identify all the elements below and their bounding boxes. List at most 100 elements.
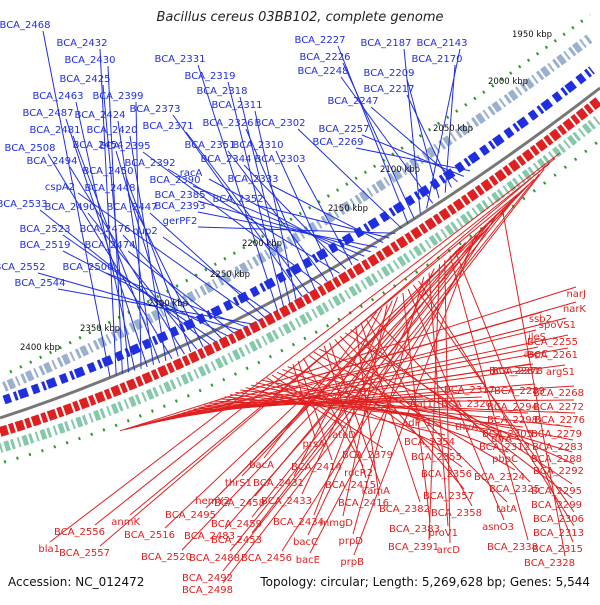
reverse-gene-label: adP_1 <box>402 418 432 429</box>
forward-gene-label: BCA_2331 <box>155 54 206 65</box>
forward-gene-leader-line <box>37 272 241 331</box>
forward-gene-label: BCA_2425 <box>60 74 111 85</box>
forward-gene-label: BCA_2209 <box>364 68 415 79</box>
forward-gene-label: BCA_2552 <box>0 262 45 273</box>
forward-gene-label: BCA_2450 <box>83 166 134 177</box>
forward-gene-leader-line <box>122 234 223 340</box>
reverse-gene-leader-line <box>428 272 449 527</box>
reverse-gene-label: dfrA <box>491 434 512 445</box>
reverse-gene-label: BCA_2283 <box>532 442 583 453</box>
forward-gene-leader-line <box>337 45 409 224</box>
forward-gene-label: BCA_2170 <box>412 54 463 65</box>
reverse-gene-leader-line <box>181 179 535 551</box>
forward-gene-label: BCA_2143 <box>417 38 468 49</box>
forward-gene-label: BCA_2481 <box>30 125 81 136</box>
reverse-gene-label: bacE <box>296 555 320 566</box>
kbp-scale-label: 2350 kbp <box>80 324 120 334</box>
kbp-scale-label: 1950 kbp <box>512 30 552 40</box>
forward-gene-leader-line <box>57 288 253 325</box>
forward-gene-label: BCA_2319 <box>185 71 236 82</box>
kbp-scale-label: 2000 kbp <box>488 77 528 87</box>
reverse-gene-label: BCA_2433 <box>261 496 312 507</box>
reverse-gene-label: arcD <box>437 545 461 556</box>
forward-gene-label: BCA_2303 <box>255 154 306 165</box>
forward-gene-label: BCA_2476 <box>80 224 131 235</box>
reverse-gene-label: prpB <box>340 557 364 568</box>
reverse-gene-label: BCA_2276 <box>534 415 585 426</box>
forward-gene-leader-line <box>270 184 384 244</box>
forward-gene-leader-line <box>370 106 458 183</box>
forward-gene-label: BCA_2226 <box>300 52 351 63</box>
forward-gene-leader-line <box>227 81 285 308</box>
forward-gene-leader-line <box>65 118 148 368</box>
forward-gene-leader-line <box>62 250 229 337</box>
kbp-scale-label: 2300 kbp <box>148 299 188 309</box>
forward-gene-leader-line <box>297 128 403 229</box>
reverse-gene-label: BCA_2415 <box>325 480 376 491</box>
forward-gene-leader-line <box>39 209 210 345</box>
map-title: Bacillus cereus 03BB102, complete genome <box>156 10 443 25</box>
forward-gene-leader-line <box>355 147 471 172</box>
forward-gene-leader-line <box>275 150 334 278</box>
forward-gene-leader-line <box>342 62 415 219</box>
forward-gene-leader-line <box>197 200 371 253</box>
forward-gene-leader-line <box>444 64 456 193</box>
forward-gene-label: BCA_2371 <box>143 121 194 132</box>
reverse-gene-label: BCA_2488 <box>189 553 240 564</box>
reverse-gene-label: tatA <box>496 504 517 515</box>
forward-gene-label: BCA_2544 <box>15 278 66 289</box>
reverse-gene-leader-line <box>281 214 498 552</box>
forward-gene-label: BCA_2333 <box>228 174 279 185</box>
forward-gene-leader-line <box>185 131 310 294</box>
reverse-gene-label: BCA_2431 <box>253 478 304 489</box>
reverse-gene-label: BCA_2261 <box>527 350 578 361</box>
reverse-gene-label: asnO3 <box>482 522 514 533</box>
reverse-gene-label: bacA <box>249 460 274 471</box>
forward-gene-label: BCA_2373 <box>130 104 181 115</box>
reverse-gene-label: BCA_2498 <box>182 585 233 596</box>
forward-gene-label: BCA_2311 <box>212 100 263 111</box>
reverse-gene-label: prsA <box>302 439 325 450</box>
reverse-gene-leader-line <box>418 280 575 527</box>
outer-tick-ring <box>9 13 591 374</box>
forward-gene-leader-line <box>245 128 316 290</box>
forward-gene-leader-line <box>340 76 434 204</box>
forward-gene-label: BCA_2227 <box>295 35 346 46</box>
forward-gene-leader-line <box>192 185 365 257</box>
reverse-gene-label: BCA_2313 <box>533 528 584 539</box>
outer-feature-band <box>2 34 594 392</box>
reverse-gene-label: BCA_2492 <box>182 573 233 584</box>
forward-gene-label: BCA_2247 <box>328 96 379 107</box>
forward-gene-label: BCA_2447 <box>107 202 158 213</box>
reverse-gene-label: spoVS1 <box>539 320 576 331</box>
forward-gene-label: BCA_2385 <box>155 190 206 201</box>
forward-gene-leader-line <box>197 64 279 312</box>
reverse-gene-label: thrS1 <box>225 478 252 489</box>
forward-gene-leader-line <box>361 134 464 177</box>
reverse-gene-label: BCA_2278 <box>492 366 543 377</box>
reverse-gene-leader-line <box>323 345 367 479</box>
reverse-gene-label: BCA_2317 <box>444 385 495 396</box>
reverse-gene-leader-line <box>302 357 364 467</box>
reverse-gene-label: BCA_2289 <box>494 386 545 397</box>
reverse-gene-leader-line <box>222 168 545 584</box>
forward-gene-label: BCA_2257 <box>319 124 370 135</box>
forward-gene-label: BCA_2393 <box>155 201 206 212</box>
forward-gene-label: BCA_2217 <box>364 84 415 95</box>
reverse-gene-leader-line <box>444 259 451 544</box>
reverse-gene-leader-line <box>334 339 465 490</box>
forward-gene-label: BCA_2392 <box>125 158 176 169</box>
forward-gene-label: BCA_2494 <box>27 156 78 167</box>
reverse-gene-label: prpD <box>338 536 363 547</box>
forward-gene-label: cspA2 <box>45 182 75 193</box>
reverse-gene-label: BCA_2281 <box>489 366 540 377</box>
reverse-gene-label: BCA_2459 <box>211 519 262 530</box>
reverse-gene-leader-line <box>164 184 529 529</box>
reverse-gene-label: BCA_2295 <box>531 486 582 497</box>
forward-gene-leader-line <box>117 120 154 366</box>
forward-gene-leader-line <box>197 226 396 234</box>
reverse-gene-leader-line <box>407 288 505 521</box>
reverse-gene-leader-line <box>344 332 573 485</box>
forward-gene-label: BCA_2432 <box>57 38 108 49</box>
